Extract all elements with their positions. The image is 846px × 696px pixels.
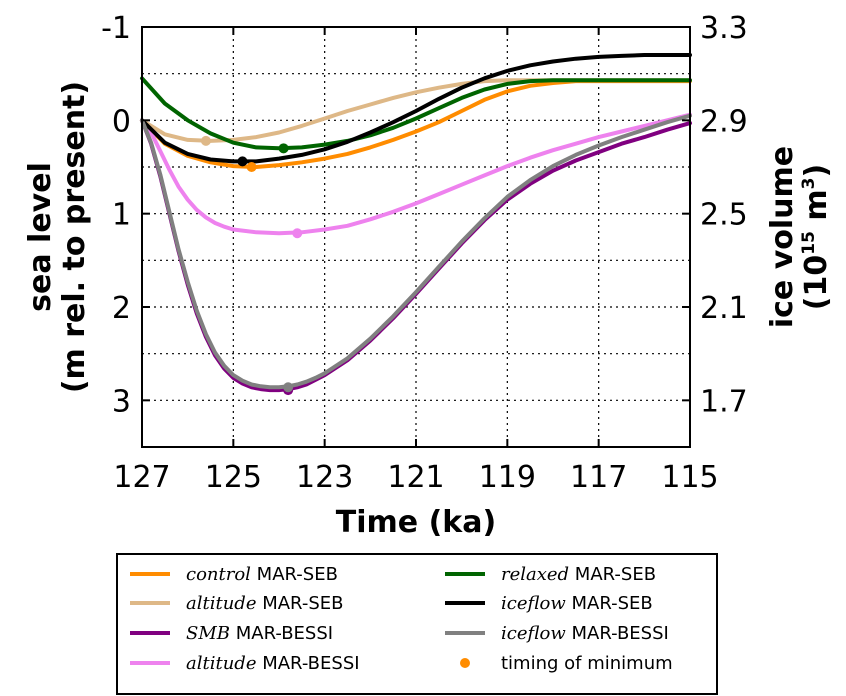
- y2-tick-label: 3.3: [700, 11, 748, 46]
- y2-axis-title-line2: (1015 m3): [799, 164, 834, 310]
- minimum-marker-4: [278, 143, 289, 154]
- minimum-marker-1: [200, 135, 211, 146]
- legend-label: iceflow MAR-SEB: [501, 593, 653, 614]
- y2-tick-label: 2.9: [700, 104, 748, 139]
- legend-label-text: MAR-SEB: [251, 564, 338, 585]
- minimum-marker-6: [283, 382, 294, 393]
- series-line-6: [140, 113, 692, 390]
- legend-label-text: MAR-SEB: [566, 593, 653, 614]
- y-axis-ticks: -1 0 1 2 3: [101, 11, 150, 419]
- legend-label-italic: iceflow: [501, 623, 566, 644]
- legend-label-italic: iceflow: [501, 593, 566, 614]
- minimum-marker-5: [237, 156, 248, 167]
- y-axis-title: sea level (m rel. to present): [23, 81, 92, 393]
- x-tick-label: 125: [205, 460, 262, 495]
- legend-label-text: MAR-BESSI: [566, 623, 669, 644]
- x-tick-label: 123: [296, 460, 353, 495]
- legend-label: control MAR-SEB: [186, 564, 338, 585]
- legend-label-italic: relaxed: [501, 564, 569, 585]
- y-tick-label: 3: [112, 384, 131, 419]
- y2-title-sup1: 15: [799, 231, 819, 255]
- legend-label: SMB MAR-BESSI: [186, 623, 333, 644]
- series-line-4: [140, 76, 692, 151]
- legend-label-text: MAR-BESSI: [230, 623, 333, 644]
- y2-axis-title-line1: ice volume: [765, 146, 800, 328]
- legend-label: timing of minimum: [501, 653, 673, 674]
- legend-label-italic: altitude: [186, 653, 256, 674]
- legend-label-italic: control: [186, 564, 251, 585]
- legend-label-text: MAR-SEB: [569, 564, 656, 585]
- legend-label-text: MAR-BESSI: [256, 653, 359, 674]
- y-axis-title-line2: (m rel. to present): [57, 81, 92, 393]
- y2-title-part2: m: [799, 189, 834, 231]
- legend-label: relaxed MAR-SEB: [501, 564, 656, 585]
- y-tick-label: 2: [112, 291, 131, 326]
- legend-label-text: timing of minimum: [501, 653, 673, 674]
- y-tick-label: 1: [112, 198, 131, 233]
- series-line-5: [140, 53, 692, 164]
- y2-title-part3: ): [799, 164, 834, 178]
- series-group: [140, 53, 692, 396]
- legend-frame: [116, 553, 718, 695]
- x-tick-label: 121: [387, 460, 444, 495]
- y2-title-sup2: 3: [799, 178, 819, 190]
- legend-label-italic: SMB: [186, 623, 230, 644]
- legend-label: altitude MAR-BESSI: [186, 653, 360, 674]
- x-tick-label: 119: [479, 460, 536, 495]
- y2-title-part1: (10: [799, 255, 834, 310]
- y2-tick-label: 1.7: [700, 384, 748, 419]
- legend-label: altitude MAR-SEB: [186, 593, 343, 614]
- x-axis-title: Time (ka): [336, 505, 496, 540]
- y2-axis-ticks: 3.3 2.9 2.5 2.1 1.7: [682, 11, 748, 419]
- grid: [142, 27, 690, 447]
- y2-axis-title: ice volume (1015 m3): [765, 146, 834, 328]
- minimum-marker-0: [246, 162, 257, 172]
- series-line-0: [140, 79, 692, 169]
- series-line-3: [140, 112, 692, 236]
- x-tick-label: 117: [570, 460, 627, 495]
- y2-tick-label: 2.5: [700, 198, 748, 233]
- legend-label-text: MAR-SEB: [256, 593, 343, 614]
- y-axis-title-line1: sea level: [23, 162, 58, 312]
- x-axis-ticks: 127 125 123 121 119 117 115: [113, 27, 719, 495]
- legend-label-italic: altitude: [186, 593, 256, 614]
- x-tick-label: 115: [661, 460, 718, 495]
- y-tick-label: 0: [112, 104, 131, 139]
- y2-tick-label: 2.1: [700, 291, 748, 326]
- legend-marker: [460, 658, 470, 668]
- legend-label: iceflow MAR-BESSI: [501, 623, 669, 644]
- minimum-marker-3: [292, 228, 303, 239]
- x-tick-label: 127: [113, 460, 170, 495]
- y-tick-label: -1: [101, 11, 131, 46]
